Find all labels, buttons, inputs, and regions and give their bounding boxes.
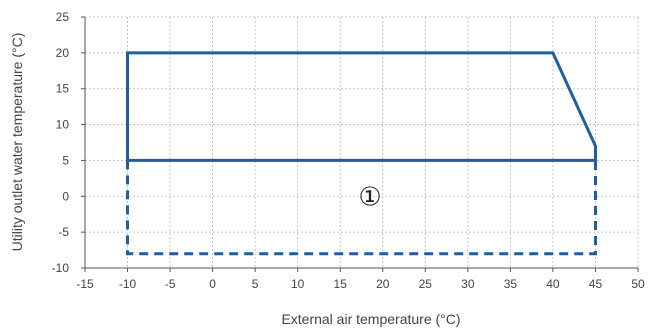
- series: [126, 51, 597, 256]
- y-tick-label: 25: [56, 10, 70, 24]
- y-tick-label: 0: [62, 189, 69, 203]
- dashed-range-line: [126, 160, 597, 256]
- zone-annotation: ①: [358, 182, 381, 212]
- x-tick-label: 30: [461, 277, 475, 291]
- x-tick-label: 10: [291, 277, 305, 291]
- x-tick-label: 15: [334, 277, 348, 291]
- x-tick-label: 0: [209, 277, 216, 291]
- y-tick-label: -5: [58, 225, 69, 239]
- x-tick-label: -10: [119, 277, 137, 291]
- y-tick-label: 15: [56, 82, 70, 96]
- y-tick-label: -10: [52, 261, 70, 275]
- x-tick-label: 25: [419, 277, 433, 291]
- y-axis-label: Utility outlet water temperature (°C): [9, 33, 25, 252]
- x-tick-label: 40: [546, 277, 560, 291]
- x-tick-label: 45: [589, 277, 603, 291]
- tick-labels: -15 -10 -5 0 5 10 15 20 25 30 35 40 45 50 -10 -5 0 5 10 15 2…: [52, 10, 645, 291]
- x-tick-label: -15: [76, 277, 94, 291]
- y-tick-label: 10: [56, 118, 70, 132]
- x-tick-label: 5: [252, 277, 259, 291]
- x-axis-label: External air temperature (°C): [281, 311, 460, 327]
- y-tick-label: 20: [56, 46, 70, 60]
- axes: [81, 16, 639, 272]
- y-tick-label: 5: [62, 153, 69, 167]
- x-tick-label: 35: [504, 277, 518, 291]
- x-tick-label: -5: [165, 277, 176, 291]
- x-tick-label: 20: [376, 277, 390, 291]
- annotations: ①: [358, 182, 381, 212]
- x-tick-label: 50: [631, 277, 645, 291]
- solid-range-line: [126, 51, 597, 162]
